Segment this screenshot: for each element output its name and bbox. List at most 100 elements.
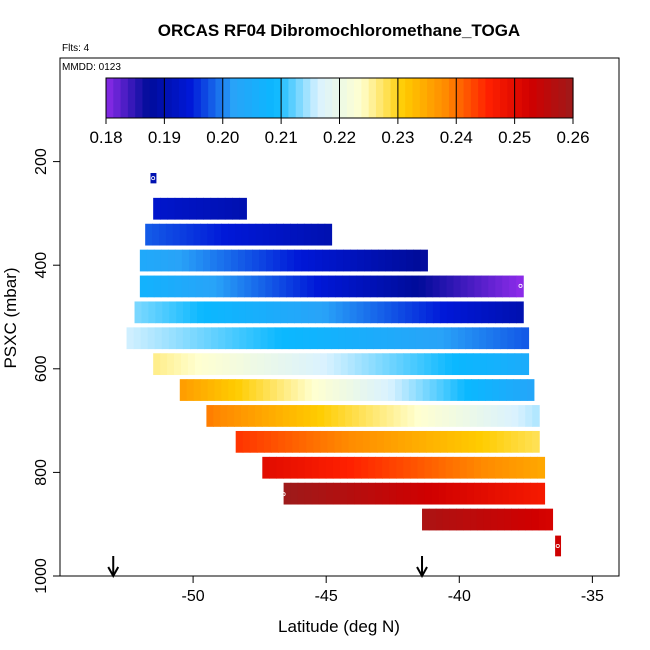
heatmap-cell bbox=[252, 301, 261, 324]
heatmap-cell bbox=[329, 249, 337, 272]
heatmap-cell bbox=[208, 353, 217, 376]
sample-marker bbox=[518, 283, 523, 288]
heatmap-cell bbox=[187, 353, 196, 376]
heatmap-cell bbox=[459, 456, 468, 479]
heatmap-cell bbox=[294, 301, 302, 324]
heatmap-cell bbox=[354, 456, 362, 479]
x-tick-label: -45 bbox=[315, 588, 338, 605]
heatmap-cell bbox=[495, 301, 503, 324]
heatmap-cell bbox=[545, 508, 554, 531]
colorbar-swatch bbox=[303, 78, 311, 118]
heatmap-cell bbox=[452, 482, 461, 505]
heatmap-cell bbox=[140, 327, 149, 350]
heatmap-cell bbox=[167, 353, 175, 376]
heatmap-cell bbox=[460, 275, 469, 298]
heatmap-cell bbox=[153, 353, 161, 376]
heatmap-cell bbox=[417, 353, 425, 376]
heatmap-cell bbox=[215, 353, 224, 376]
heatmap-cell bbox=[200, 223, 208, 246]
heatmap-cell bbox=[435, 405, 443, 427]
heatmap-cell bbox=[318, 379, 327, 401]
heatmap-cell bbox=[470, 508, 478, 531]
heatmap-cell bbox=[516, 456, 524, 479]
heatmap-cell bbox=[488, 275, 496, 298]
heatmap-cell bbox=[366, 327, 374, 350]
heatmap-cell bbox=[253, 327, 262, 350]
heatmap-cell bbox=[415, 327, 424, 350]
heatmap-cell bbox=[495, 275, 503, 298]
heatmap-cell bbox=[523, 482, 531, 505]
heatmap-cell bbox=[270, 430, 279, 453]
heatmap-cell bbox=[347, 353, 356, 376]
heatmap-cell bbox=[297, 379, 306, 401]
heatmap-cell bbox=[310, 405, 318, 427]
heatmap-cell bbox=[368, 353, 377, 376]
heatmap-cell bbox=[373, 327, 382, 350]
heatmap-cell bbox=[346, 456, 355, 479]
heatmap-cell bbox=[270, 379, 278, 401]
heatmap-cell bbox=[304, 482, 313, 505]
heatmap-cell bbox=[148, 301, 156, 324]
heatmap-cell bbox=[488, 301, 497, 324]
colorbar-swatch bbox=[558, 78, 567, 118]
heatmap-cell bbox=[168, 327, 177, 350]
heatmap-cell bbox=[440, 430, 448, 453]
heatmap-cell bbox=[255, 223, 264, 246]
heatmap-cell bbox=[194, 353, 203, 376]
colorbar-swatch bbox=[405, 78, 414, 118]
heatmap-cell bbox=[210, 197, 219, 220]
heatmap-cell bbox=[455, 405, 464, 427]
colorbar-swatch bbox=[281, 78, 290, 118]
heatmap-cell bbox=[316, 327, 325, 350]
colorbar-tick-label: 0.26 bbox=[556, 128, 589, 147]
heatmap-cell bbox=[279, 275, 287, 298]
heatmap-cell bbox=[224, 249, 232, 272]
heatmap-cell bbox=[145, 223, 153, 246]
heatmap-cell bbox=[422, 327, 431, 350]
heatmap-cell bbox=[426, 301, 434, 324]
heatmap-cell bbox=[357, 249, 365, 272]
heatmap-cell bbox=[473, 482, 482, 505]
colorbar-swatch bbox=[521, 78, 530, 118]
heatmap-cell bbox=[354, 482, 362, 505]
heatmap-cell bbox=[265, 275, 273, 298]
y-tick-label: 1000 bbox=[33, 558, 50, 594]
heatmap-cell bbox=[327, 430, 336, 453]
colorbar-swatch bbox=[419, 78, 428, 118]
heatmap-cell bbox=[222, 353, 231, 376]
heatmap-cell bbox=[311, 482, 320, 505]
heatmap-cell bbox=[189, 197, 197, 220]
colorbar-swatch bbox=[434, 78, 443, 118]
heatmap-cell bbox=[186, 379, 195, 401]
heatmap-cell bbox=[263, 379, 271, 401]
heatmap-cell bbox=[297, 223, 305, 246]
heatmap-cell bbox=[405, 301, 413, 324]
heatmap-cell bbox=[467, 301, 476, 324]
colorbar-swatch bbox=[478, 78, 487, 118]
heatmap-cell bbox=[354, 353, 363, 376]
heatmap-cell bbox=[221, 223, 229, 246]
plot-frame bbox=[59, 57, 620, 577]
colorbar-tick-label: 0.20 bbox=[206, 128, 239, 147]
heatmap-cell bbox=[301, 301, 309, 324]
heatmap-cell bbox=[524, 508, 533, 531]
colorbar-tick-label: 0.24 bbox=[440, 128, 473, 147]
heatmap-cell bbox=[276, 379, 285, 401]
heatmap-cell bbox=[368, 456, 376, 479]
heatmap-cell bbox=[502, 301, 510, 324]
colorbar-swatch bbox=[164, 78, 173, 118]
heatmap-cell bbox=[431, 353, 439, 376]
heatmap-cell bbox=[216, 275, 225, 298]
colorbar-swatch bbox=[273, 78, 282, 118]
heatmap-cell bbox=[336, 249, 344, 272]
heatmap-cell bbox=[221, 379, 229, 401]
heatmap-cell bbox=[296, 405, 305, 427]
heatmap-cell bbox=[234, 405, 242, 427]
heatmap-cell bbox=[332, 482, 341, 505]
heatmap-cell bbox=[475, 430, 484, 453]
heatmap-cell bbox=[393, 405, 402, 427]
heatmap-cell bbox=[313, 430, 321, 453]
heatmap-cell bbox=[269, 223, 277, 246]
heatmap-cell bbox=[160, 353, 168, 376]
heatmap-cell bbox=[297, 456, 306, 479]
